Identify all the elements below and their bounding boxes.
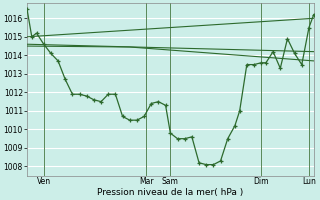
X-axis label: Pression niveau de la mer( hPa ): Pression niveau de la mer( hPa )	[97, 188, 244, 197]
